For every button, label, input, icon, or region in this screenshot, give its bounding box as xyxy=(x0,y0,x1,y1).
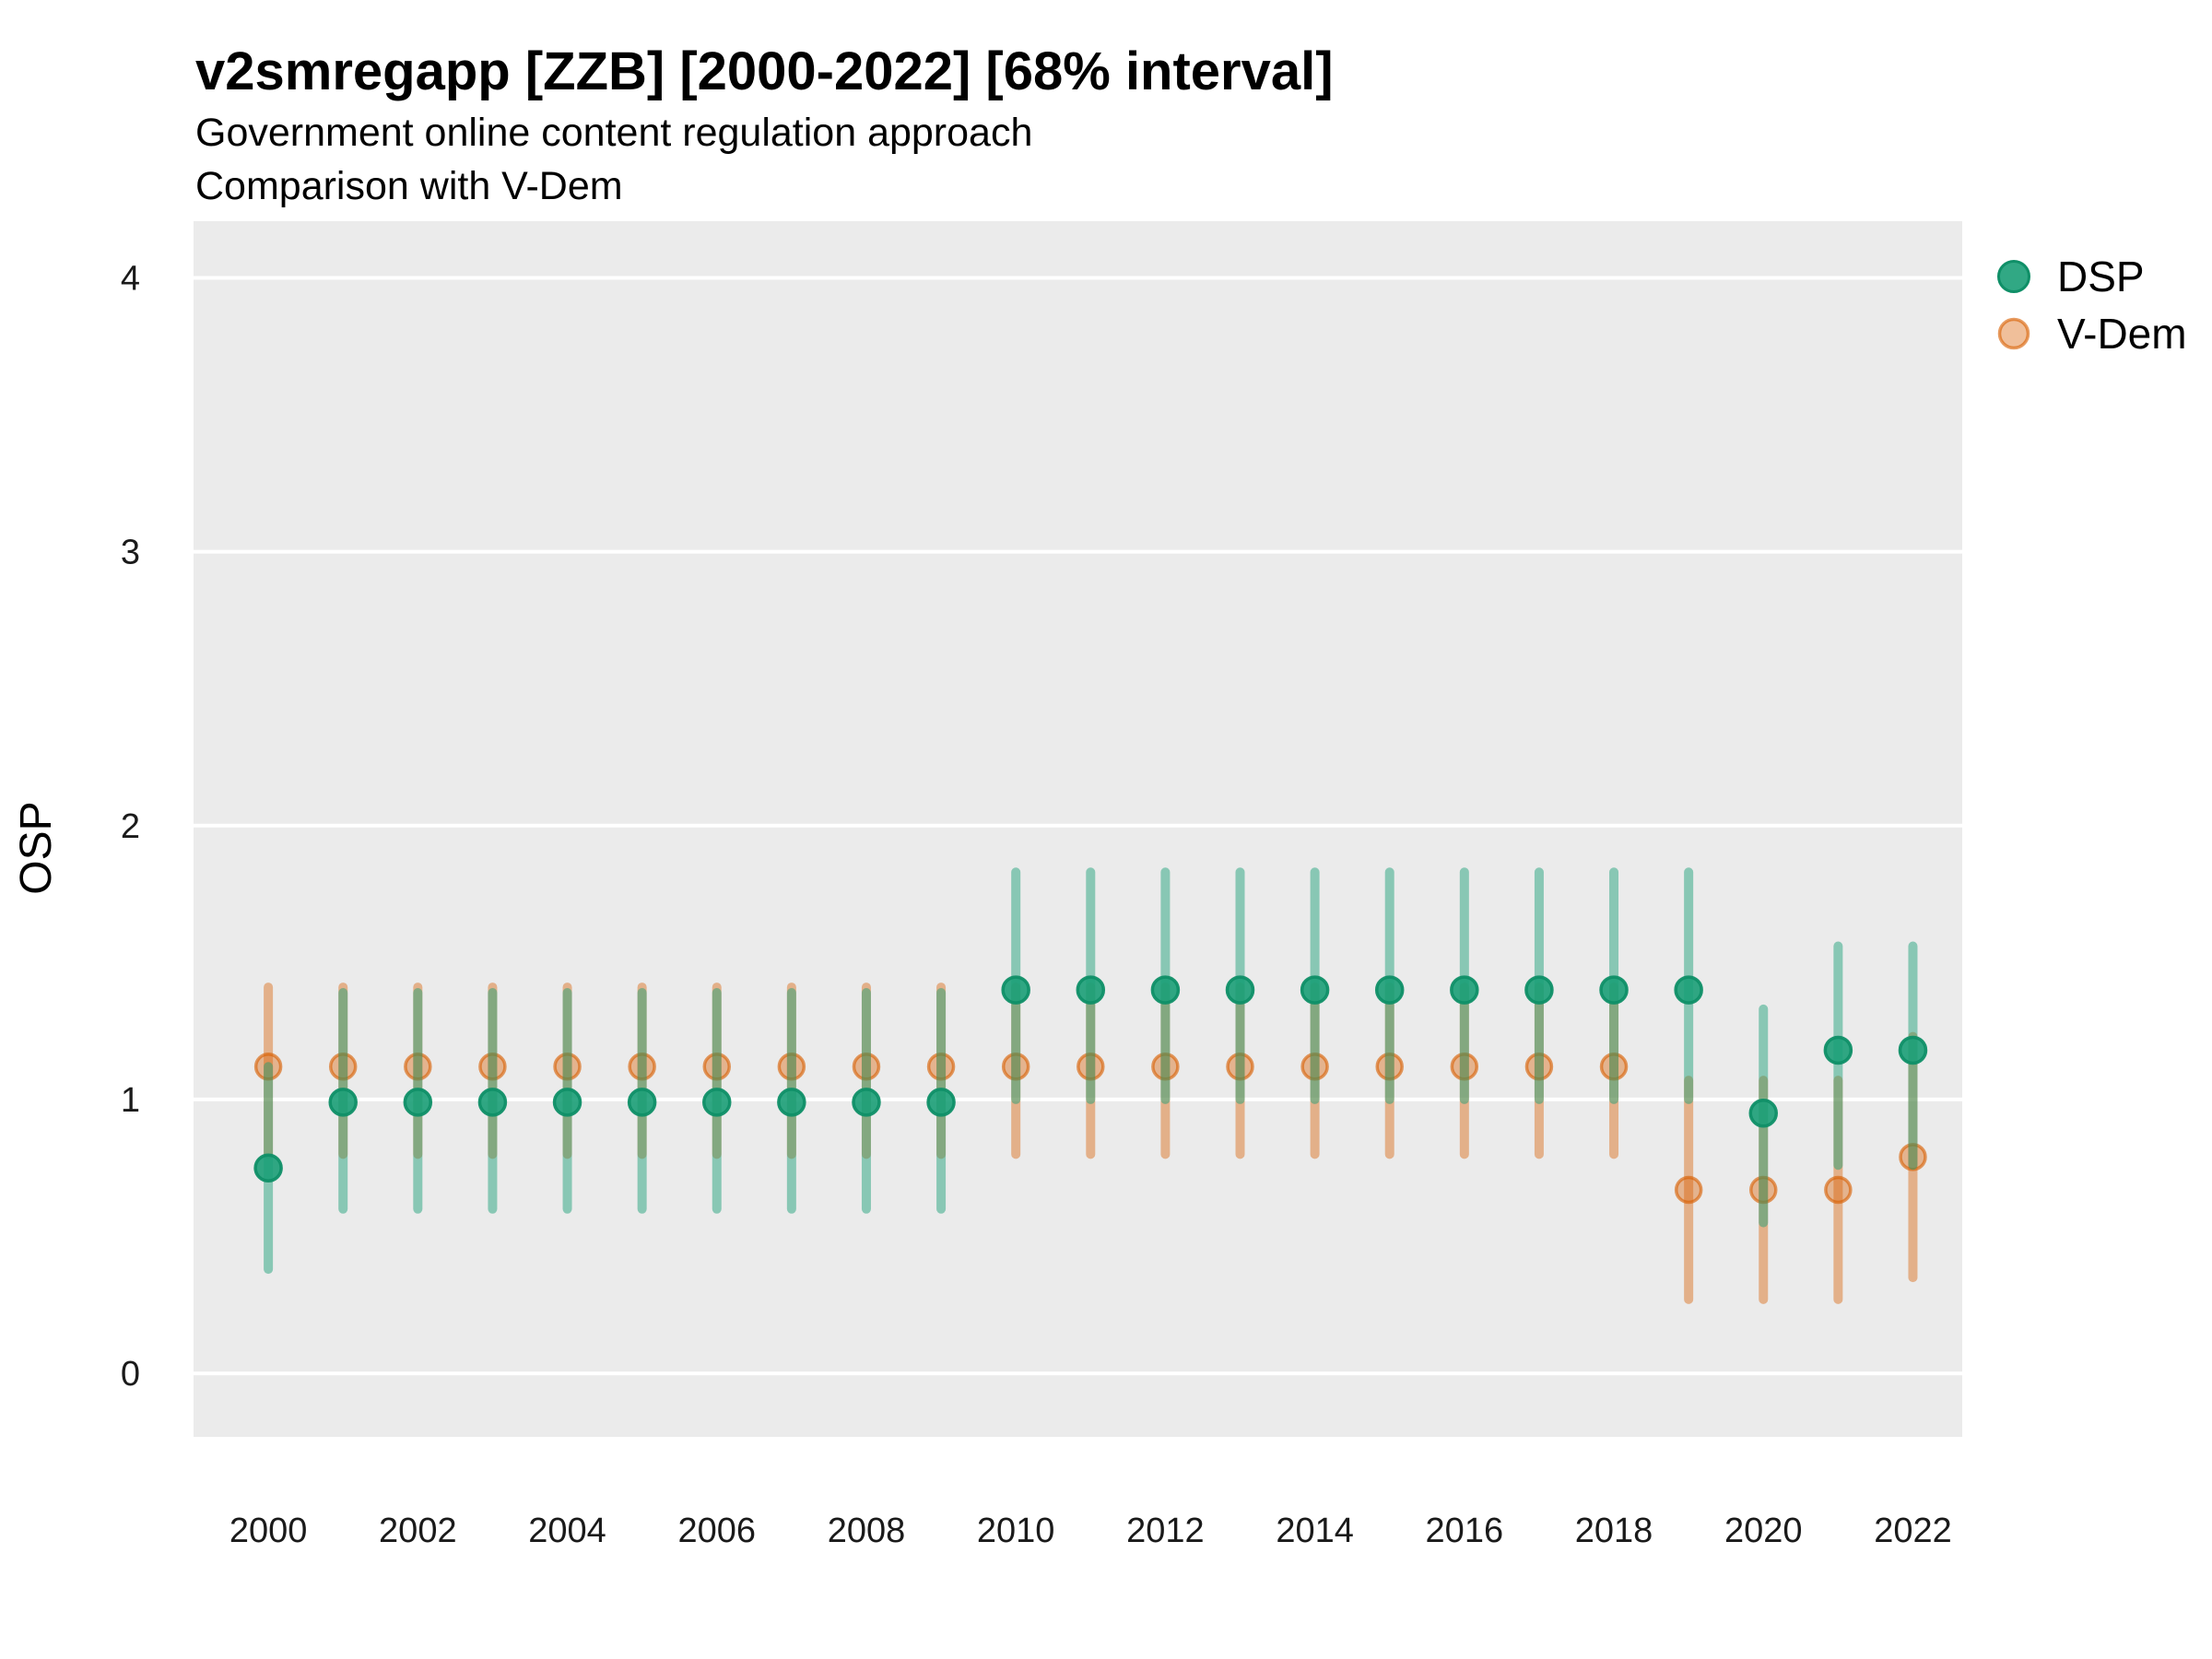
legend: DSP V-Dem xyxy=(1997,253,2187,358)
dsp-point xyxy=(1450,975,1479,1005)
vdem-point xyxy=(1375,1053,1404,1081)
vdem-point xyxy=(1151,1053,1180,1081)
dsp-point xyxy=(1898,1035,1928,1065)
legend-vdem-label: V-Dem xyxy=(2057,310,2187,358)
vdem-point xyxy=(1899,1143,1927,1171)
vdem-point xyxy=(1077,1053,1105,1081)
vdem-point xyxy=(404,1053,432,1081)
x-tick-label: 2010 xyxy=(977,1512,1055,1550)
dsp-point xyxy=(552,1088,582,1117)
x-tick-label: 2020 xyxy=(1724,1512,1803,1550)
legend-dsp-label: DSP xyxy=(2057,253,2145,300)
chart-subtitle-line1: Government online content regulation app… xyxy=(195,111,1032,155)
vdem-point xyxy=(1450,1053,1479,1081)
vdem-point xyxy=(926,1053,956,1081)
vdem-point xyxy=(1599,1053,1629,1081)
vdem-point xyxy=(702,1053,732,1081)
chart-subtitle-line2: Comparison with V-Dem xyxy=(195,164,623,208)
vdem-point xyxy=(1674,1175,1703,1205)
x-tick-label: 2014 xyxy=(1276,1512,1354,1550)
dsp-point xyxy=(702,1088,732,1117)
dsp-point xyxy=(1674,975,1703,1005)
vdem-point xyxy=(852,1053,881,1081)
series-dsp xyxy=(253,867,1928,1275)
y-tick-label: 1 xyxy=(121,1081,140,1120)
vdem-point xyxy=(777,1053,806,1081)
x-tick-label: 2018 xyxy=(1575,1512,1653,1550)
dsp-point xyxy=(477,1088,508,1117)
y-tick-label: 0 xyxy=(121,1355,140,1394)
x-tick-label: 2004 xyxy=(528,1512,606,1550)
vdem-point xyxy=(1001,1053,1030,1081)
x-axis-tick-labels: 2000 2002 2004 2006 2008 2010 2012 2014 2016 2018… xyxy=(229,1512,1952,1550)
dsp-point xyxy=(253,1153,283,1182)
dsp-point xyxy=(627,1088,657,1117)
dsp-point xyxy=(328,1088,358,1117)
vdem-point xyxy=(478,1053,507,1081)
dsp-point xyxy=(926,1088,956,1117)
vdem-point xyxy=(553,1053,582,1081)
x-tick-label: 2006 xyxy=(677,1512,756,1550)
dsp-point xyxy=(1076,975,1106,1005)
y-axis-title: OSP xyxy=(12,801,61,894)
dsp-point xyxy=(777,1088,806,1117)
chart-title: v2smregapp [ZZB] [2000-2022] [68% interv… xyxy=(195,41,1334,101)
y-tick-label: 4 xyxy=(121,260,140,299)
dsp-point xyxy=(1150,975,1181,1005)
x-tick-label: 2016 xyxy=(1426,1512,1504,1550)
vdem-point xyxy=(1300,1053,1329,1081)
dsp-point xyxy=(403,1088,433,1117)
vdem-point xyxy=(628,1053,656,1081)
legend-vdem-swatch xyxy=(1997,317,2030,350)
vdem-point xyxy=(1749,1175,1778,1205)
y-axis-tick-labels: 0 1 2 3 4 xyxy=(121,260,140,1394)
x-tick-label: 2022 xyxy=(1874,1512,1952,1550)
panel-background xyxy=(194,221,1962,1437)
vdem-point xyxy=(253,1053,283,1081)
dsp-point xyxy=(1300,975,1330,1005)
dsp-point xyxy=(1524,975,1554,1005)
legend-dsp-swatch xyxy=(1997,260,2030,293)
dsp-point xyxy=(1001,975,1030,1005)
series-vdem xyxy=(253,982,1927,1304)
y-tick-label: 3 xyxy=(121,534,140,572)
y-tick-label: 2 xyxy=(121,807,140,846)
vdem-point xyxy=(1524,1053,1554,1081)
x-tick-label: 2000 xyxy=(229,1512,308,1550)
dsp-point xyxy=(1374,975,1405,1005)
dsp-point xyxy=(1748,1099,1779,1128)
x-tick-label: 2008 xyxy=(828,1512,906,1550)
dsp-point xyxy=(1225,975,1255,1005)
dsp-point xyxy=(1599,975,1629,1005)
vdem-point xyxy=(328,1053,358,1081)
x-tick-label: 2002 xyxy=(379,1512,457,1550)
dsp-point xyxy=(852,1088,881,1117)
x-tick-label: 2012 xyxy=(1126,1512,1205,1550)
dsp-point xyxy=(1823,1035,1853,1065)
vdem-point xyxy=(1226,1053,1254,1081)
vdem-point xyxy=(1824,1175,1853,1205)
